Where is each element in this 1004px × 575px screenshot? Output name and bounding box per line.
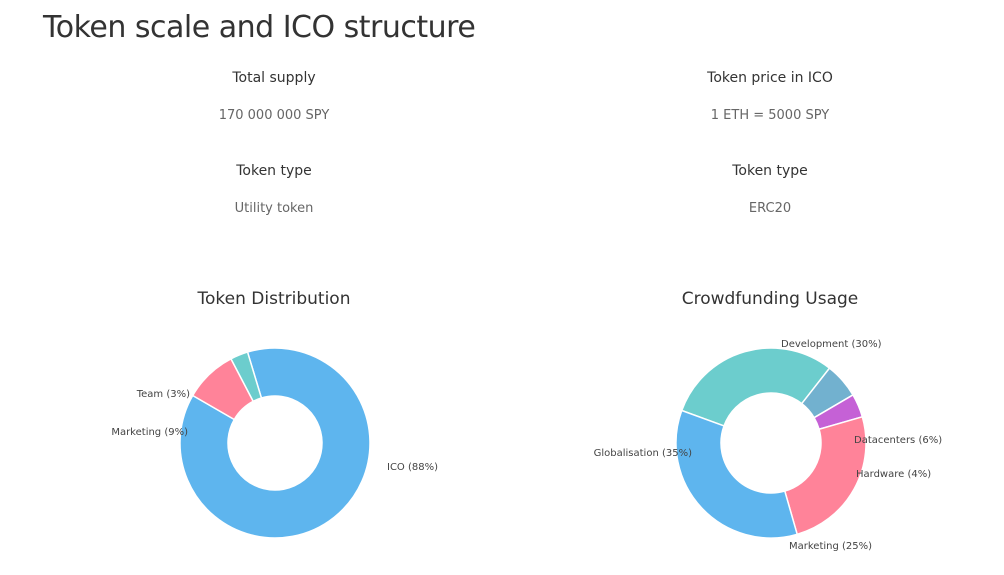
slice-label-hardware: Hardware (4%) bbox=[856, 469, 931, 480]
token-type-label: Token type bbox=[236, 163, 312, 179]
token-type-label: Token type bbox=[732, 163, 808, 179]
total-supply-block: Total supply 170 000 000 SPY bbox=[124, 68, 424, 126]
token-price-block: Token price in ICO 1 ETH = 5000 SPY bbox=[620, 68, 920, 126]
token-type-value: ERC20 bbox=[748, 201, 792, 216]
slice-ico bbox=[179, 347, 371, 539]
token-price-label: Token price in ICO bbox=[707, 70, 833, 86]
slice-label-datacenters: Datacenters (6%) bbox=[854, 435, 942, 446]
slice-label-ico: ICO (88%) bbox=[387, 462, 438, 473]
slice-globalisation bbox=[675, 409, 799, 539]
token-distribution-title: Token Distribution bbox=[197, 289, 351, 309]
slice-label-marketing: Marketing (25%) bbox=[789, 541, 872, 552]
slice-team bbox=[229, 351, 263, 403]
token-type-value: Utility token bbox=[234, 201, 314, 216]
slice-label-team: Team (3%) bbox=[136, 389, 190, 400]
slice-marketing bbox=[783, 415, 867, 536]
total-supply-value: 170 000 000 SPY bbox=[218, 108, 330, 123]
total-supply-label: Total supply bbox=[232, 70, 316, 86]
token-type-utility-block: Token type Utility token bbox=[124, 161, 424, 219]
crowdfunding-usage-title: Crowdfunding Usage bbox=[681, 289, 859, 309]
slice-label-development: Development (30%) bbox=[781, 339, 882, 350]
token-type-standard-block: Token type ERC20 bbox=[620, 161, 920, 219]
token-distribution-chart: ICO (88%) Marketing (9%) Team (3%) bbox=[111, 347, 438, 539]
slice-label-globalisation: Globalisation (35%) bbox=[594, 448, 692, 459]
token-price-value: 1 ETH = 5000 SPY bbox=[710, 108, 830, 123]
crowdfunding-usage-chart: Development (30%) Datacenters (6%) Hardwar… bbox=[594, 339, 943, 552]
page-title: Token scale and ICO structure bbox=[43, 10, 476, 45]
slice-development bbox=[680, 347, 831, 427]
slice-label-marketing: Marketing (9%) bbox=[111, 427, 188, 438]
